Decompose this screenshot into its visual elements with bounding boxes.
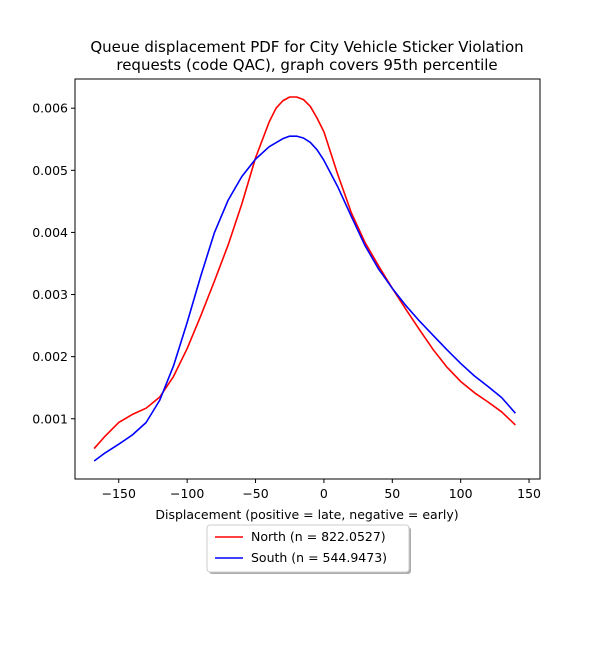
chart-title: Queue displacement PDF for City Vehicle … [90,38,523,74]
legend-box [206,524,410,573]
x-axis-label: Displacement (positive = late, negative … [155,507,458,522]
x-tick-label: 50 [384,486,400,501]
y-tick-label: 0.003 [32,287,68,302]
x-tick-label: −150 [102,486,136,501]
series-line-north [93,96,516,450]
legend-south-label: South (n = 544.9473) [251,550,387,565]
y-tick-label: 0.002 [32,349,68,364]
legend-north-label: North (n = 822.0527) [251,529,386,544]
chart-title-line-1: Queue displacement PDF for City Vehicle … [90,38,523,56]
y-tick-label: 0.001 [32,411,68,426]
y-tick-label: 0.005 [32,163,68,178]
x-tick-label: −100 [170,486,204,501]
x-tick-label: 0 [320,486,328,501]
chart-title-line-2: requests (code QAC), graph covers 95th p… [116,56,497,74]
x-tick-label: 100 [449,486,473,501]
series-line-south [93,135,516,462]
x-tick-label: −50 [242,486,268,501]
legend: North (n = 822.0527) South (n = 544.9473… [206,524,411,574]
y-tick-label: 0.006 [32,101,68,116]
x-tick-label: 150 [517,486,541,501]
y-tick-label: 0.004 [32,225,68,240]
plot-area: −150 −100 −50 0 50 100 150 0.001 0.002 0.003 0.004… [32,78,541,501]
axes-frame [74,78,541,480]
